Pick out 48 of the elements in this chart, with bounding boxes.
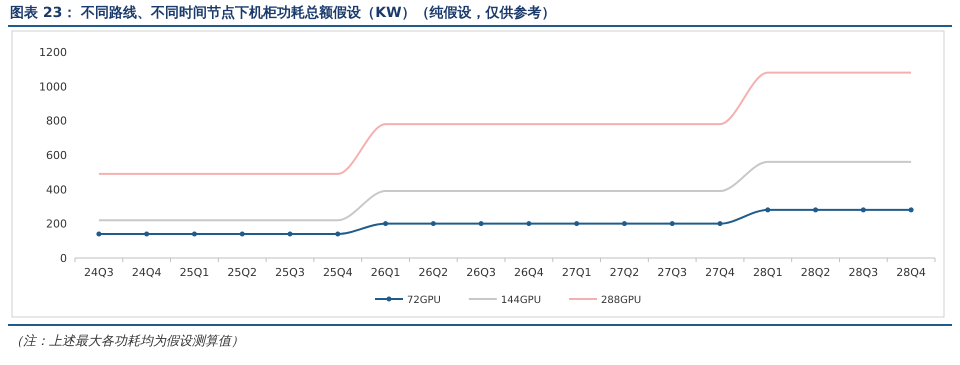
y-tick-label: 600 — [46, 149, 67, 162]
point — [622, 221, 627, 226]
x-tick-label: 28Q3 — [848, 266, 878, 279]
legend-label: 144GPU — [500, 295, 542, 306]
x-tick-label: 27Q3 — [657, 266, 688, 279]
y-tick-label: 200 — [46, 218, 67, 231]
point — [430, 221, 436, 226]
x-tick-label: 28Q2 — [800, 266, 830, 279]
point — [192, 231, 197, 236]
point — [718, 221, 722, 226]
x-tick-label: 27Q4 — [705, 266, 735, 279]
legend-label: 72GPU — [407, 295, 441, 306]
text: （注：上述最大各功耗均为假设测算值） — [10, 334, 244, 349]
y-tick-label: 0 — [60, 252, 67, 265]
x-tick-label: 26Q4 — [514, 266, 544, 279]
x-tick-label: 26Q1 — [370, 266, 400, 279]
point — [670, 221, 675, 226]
point — [765, 207, 770, 212]
y-tick-label: 800 — [46, 114, 67, 128]
x-tick-label: 26Q2 — [418, 266, 448, 279]
point — [240, 231, 245, 236]
x-tick-label: 24Q3 — [84, 266, 114, 279]
point — [574, 221, 580, 226]
point — [96, 231, 102, 236]
x-tick-label: 28Q4 — [896, 266, 926, 279]
x-tick-label: 25Q4 — [322, 266, 353, 279]
x-tick-label: 24Q4 — [132, 266, 162, 279]
point — [860, 207, 866, 212]
y-tick-label: 1000 — [39, 80, 67, 94]
point — [908, 207, 914, 212]
x-tick-label: 28Q1 — [752, 266, 783, 279]
x-tick-label: 25Q2 — [227, 266, 258, 279]
y-tick-label: 1200 — [39, 46, 67, 59]
point — [813, 207, 818, 212]
x-tick-label: 26Q3 — [466, 266, 496, 279]
x-tick-label: 27Q2 — [610, 266, 640, 279]
x-tick-label: 25Q1 — [180, 266, 210, 279]
legend-label: 288GPU — [601, 295, 642, 306]
point — [478, 221, 484, 226]
x-tick-label: 25Q3 — [275, 266, 305, 279]
point — [288, 231, 292, 236]
x-tick-label: 27Q1 — [562, 266, 592, 279]
y-tick-label: 400 — [46, 183, 67, 196]
point — [335, 231, 340, 236]
point — [144, 231, 150, 236]
point — [383, 221, 388, 226]
chart-title: 图表 23： 不同路线、不同时间节点下机柜功耗总额假设（KW）（纯假设，仅供参考） — [10, 4, 556, 21]
point — [526, 221, 532, 226]
